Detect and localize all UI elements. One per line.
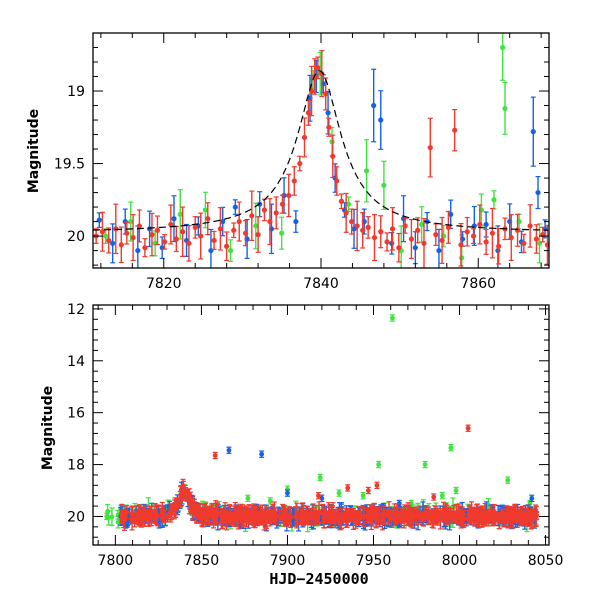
data-point-green — [459, 235, 464, 281]
outlier-point-green — [390, 315, 395, 321]
outlier-point-blue — [259, 451, 264, 457]
data-point-red — [292, 167, 297, 195]
data-point-red — [249, 191, 254, 240]
data-point-green — [329, 128, 334, 156]
data-point-red — [286, 174, 291, 216]
outlier-point-green — [423, 461, 428, 467]
y-tick-label: 12 — [67, 302, 85, 318]
x-tick-label: 7950 — [356, 553, 392, 569]
data-point-blue — [97, 213, 102, 228]
x-tick-label: 8050 — [528, 553, 564, 569]
outlier-point-red — [213, 452, 218, 458]
x-tick-label: 7860 — [460, 276, 496, 292]
outlier-point-green — [361, 493, 366, 499]
outlier-point-green — [337, 490, 342, 496]
outlier-point-red — [366, 487, 371, 493]
data-point-green — [502, 83, 507, 135]
data-point-red — [428, 118, 433, 177]
bottom-panel-full: 7800 7850 7900 7950 8000 8050 12 14 16 18 20 — [67, 302, 563, 569]
data-point-red — [452, 110, 457, 151]
outlier-point-green — [245, 495, 250, 501]
data-point-green — [364, 140, 369, 202]
data-point-red — [490, 209, 495, 258]
plot-area — [104, 315, 539, 532]
plot-area — [93, 15, 550, 281]
data-point-blue — [208, 229, 213, 271]
data-point-red — [496, 229, 501, 264]
y-tick-label: 19.5 — [54, 157, 85, 173]
outlier-point-green — [268, 498, 273, 504]
y-tick-label: 20 — [67, 229, 85, 245]
data-point-red — [484, 229, 489, 254]
x-tick-label: 7850 — [184, 553, 220, 569]
data-point-blue — [472, 206, 477, 245]
data-point-red — [433, 224, 438, 245]
data-point-red — [302, 118, 307, 157]
top-y-axis-label: Magnitude — [26, 109, 42, 193]
axes-frame — [93, 33, 549, 268]
data-point-red — [372, 215, 377, 261]
x-tick-label: 7820 — [146, 276, 182, 292]
outlier-point-blue — [285, 490, 290, 496]
data-point-red — [211, 231, 216, 249]
x-tick-label: 8000 — [442, 553, 478, 569]
data-point-red — [119, 227, 124, 262]
data-point-green — [491, 191, 496, 209]
y-tick-label: 19 — [67, 84, 85, 100]
outlier-point-green — [505, 477, 510, 483]
data-point-red — [534, 225, 539, 253]
data-point-red — [378, 216, 383, 248]
data-point-red — [384, 233, 389, 251]
data-point-red — [274, 197, 279, 229]
outlier-point-red — [431, 494, 436, 500]
data-point-blue — [389, 233, 394, 254]
y-tick-label: 16 — [67, 406, 85, 422]
data-point-red — [168, 205, 173, 244]
y-tick-label: 18 — [67, 458, 85, 474]
data-point-red — [465, 218, 470, 246]
y-tick-label: 14 — [67, 354, 85, 370]
y-tick-label: 20 — [67, 509, 85, 525]
data-point-green — [500, 15, 505, 81]
top-panel-zoom: 7820 7840 7860 19 19.5 20 — [54, 15, 550, 292]
data-point-red — [528, 205, 533, 247]
data-point-red — [366, 217, 371, 238]
data-point-red — [297, 156, 302, 171]
x-tick-label: 7900 — [270, 553, 306, 569]
data-point-red — [409, 220, 414, 259]
x-tick-label: 7800 — [98, 553, 134, 569]
data-point-green — [228, 240, 233, 261]
outlier-point-green — [440, 493, 445, 499]
outlier-point-green — [376, 461, 381, 467]
data-point-red — [471, 229, 476, 244]
data-point-red — [106, 228, 111, 253]
data-point-blue — [531, 97, 536, 166]
data-point-red — [231, 223, 236, 238]
outlier-point-red — [345, 485, 350, 491]
bottom-x-axis-label: HJD−2450000 — [269, 570, 368, 588]
data-point-blue — [378, 91, 383, 150]
data-point-red — [142, 239, 147, 257]
outlier-point-green — [318, 474, 323, 480]
outlier-point-red — [374, 482, 379, 488]
outlier-point-blue — [226, 447, 231, 453]
bottom-y-axis-label: Magnitude — [40, 386, 56, 470]
data-point-blue — [371, 69, 376, 142]
data-point-green — [279, 217, 284, 249]
outlier-point-green — [454, 487, 459, 493]
outlier-point-red — [466, 425, 471, 431]
data-point-blue — [535, 177, 540, 209]
data-point-red — [355, 201, 360, 250]
x-tick-label: 7840 — [303, 276, 339, 292]
data-point-red — [339, 194, 344, 209]
data-point-red — [262, 199, 267, 220]
outlier-point-green — [448, 445, 453, 451]
data-point-green — [381, 161, 386, 209]
data-point-blue — [293, 211, 298, 232]
